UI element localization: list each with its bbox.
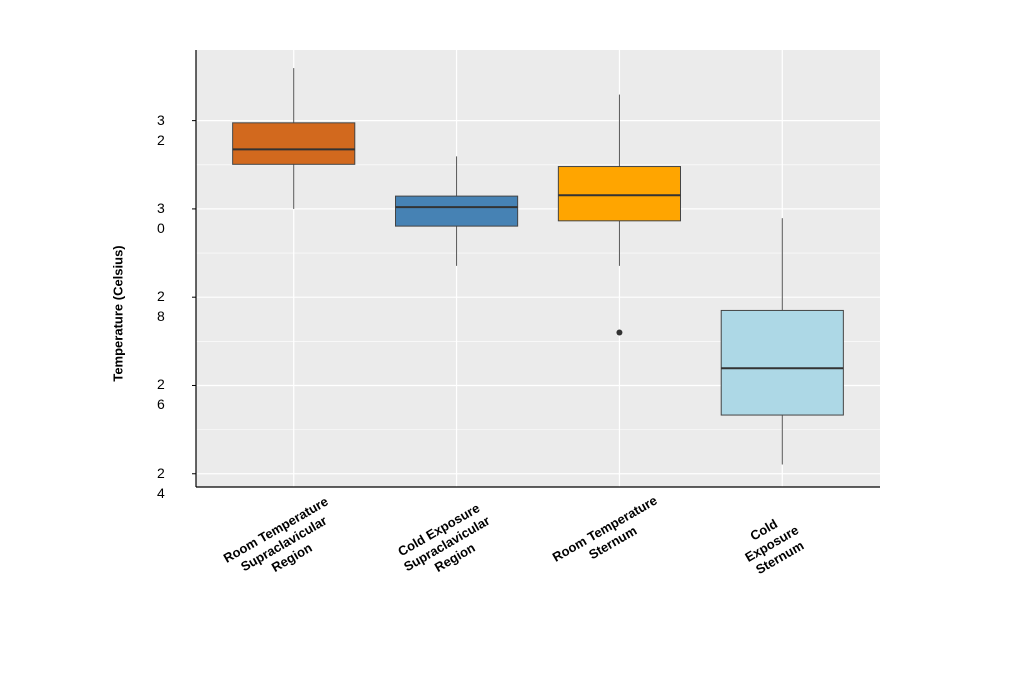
y-tick-label: 32 (157, 111, 165, 148)
box (232, 122, 356, 165)
y-tick-label: 24 (157, 464, 165, 501)
y-tick-label: 26 (157, 376, 165, 413)
outlier (616, 329, 623, 336)
y-tick-label: 28 (157, 288, 165, 325)
y-axis-label: Temperature (Celsius) (110, 245, 126, 382)
box (720, 309, 844, 416)
plot-background (196, 50, 880, 487)
box (557, 166, 681, 222)
y-tick-label: 30 (157, 199, 165, 236)
box (395, 195, 519, 227)
